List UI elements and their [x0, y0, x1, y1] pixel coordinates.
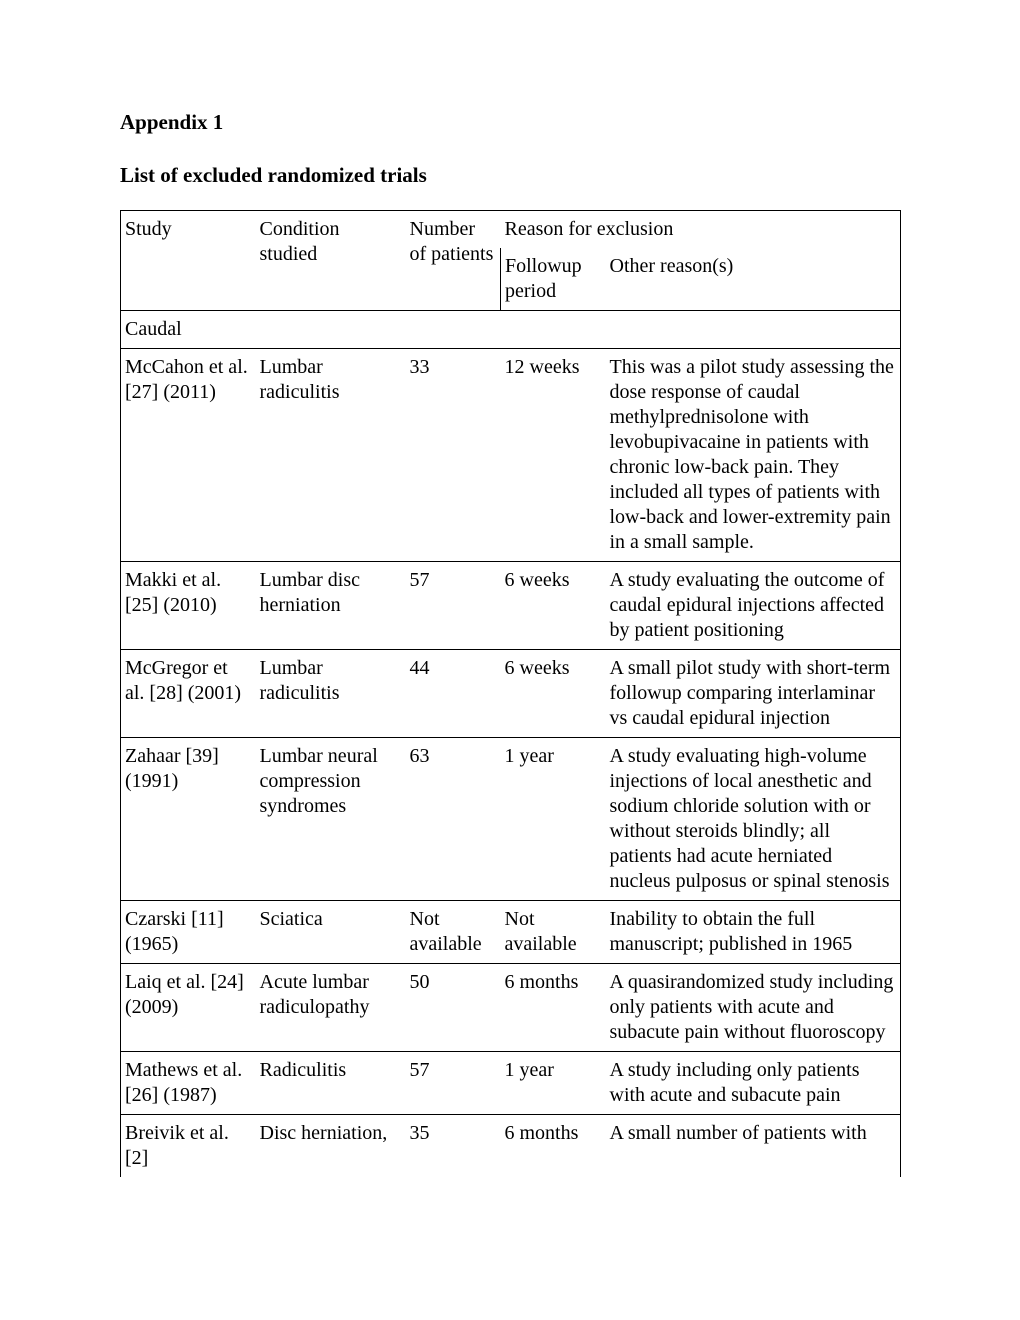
table-row: Czarski [11] (1965) Sciatica Not availab…: [121, 901, 901, 964]
cell-condition: Sciatica: [256, 901, 406, 964]
cell-condition: Radiculitis: [256, 1052, 406, 1115]
cell-study: McGregor et al. [28] (2001): [121, 650, 256, 738]
table-row: Breivik et al. [2] Disc herniation, 35 6…: [121, 1115, 901, 1178]
appendix-heading: Appendix 1: [120, 110, 900, 135]
list-subheading: List of excluded randomized trials: [120, 163, 900, 188]
table-header-row-1: Study Condition studied Number of patien…: [121, 211, 901, 249]
col-condition: Condition studied: [256, 211, 406, 311]
table-row: McGregor et al. [28] (2001) Lumbar radic…: [121, 650, 901, 738]
empty-cell: [606, 311, 901, 349]
col-study: Study: [121, 211, 256, 311]
cell-other: This was a pilot study assessing the dos…: [606, 349, 901, 562]
cell-patients: 57: [406, 1052, 501, 1115]
cell-followup: 1 year: [501, 738, 606, 901]
section-row: Caudal: [121, 311, 901, 349]
table-row: Mathews et al. [26] (1987) Radiculitis 5…: [121, 1052, 901, 1115]
table-row: Laiq et al. [24] (2009) Acute lumbar rad…: [121, 964, 901, 1052]
cell-study: Breivik et al. [2]: [121, 1115, 256, 1178]
col-followup: Followup period: [501, 248, 606, 311]
col-other: Other reason(s): [606, 248, 901, 311]
empty-cell: [406, 311, 501, 349]
cell-condition: Disc herniation,: [256, 1115, 406, 1178]
cell-patients: 33: [406, 349, 501, 562]
cell-followup: 6 weeks: [501, 650, 606, 738]
cell-other: A quasirandomized study including only p…: [606, 964, 901, 1052]
cell-study: Czarski [11] (1965): [121, 901, 256, 964]
cell-condition: Lumbar disc herniation: [256, 562, 406, 650]
cell-study: Zahaar [39] (1991): [121, 738, 256, 901]
cell-condition: Lumbar neural compression syndromes: [256, 738, 406, 901]
cell-study: Makki et al. [25] (2010): [121, 562, 256, 650]
cell-patients: 63: [406, 738, 501, 901]
cell-other: A study evaluating the outcome of caudal…: [606, 562, 901, 650]
section-label: Caudal: [121, 311, 256, 349]
empty-cell: [256, 311, 406, 349]
cell-condition: Lumbar radiculitis: [256, 650, 406, 738]
cell-patients: 35: [406, 1115, 501, 1178]
cell-other: A study evaluating high-volume injection…: [606, 738, 901, 901]
table-row: McCahon et al. [27] (2011) Lumbar radicu…: [121, 349, 901, 562]
cell-patients: Not available: [406, 901, 501, 964]
cell-followup: 6 weeks: [501, 562, 606, 650]
cell-study: McCahon et al. [27] (2011): [121, 349, 256, 562]
cell-other: A study including only patients with acu…: [606, 1052, 901, 1115]
table-row: Makki et al. [25] (2010) Lumbar disc her…: [121, 562, 901, 650]
cell-patients: 57: [406, 562, 501, 650]
excluded-trials-table: Study Condition studied Number of patien…: [120, 210, 901, 1177]
col-patients: Number of patients: [406, 211, 501, 311]
cell-condition: Acute lumbar radiculopathy: [256, 964, 406, 1052]
cell-other: Inability to obtain the full manuscript;…: [606, 901, 901, 964]
cell-study: Mathews et al. [26] (1987): [121, 1052, 256, 1115]
page: Appendix 1 List of excluded randomized t…: [0, 0, 1020, 1320]
table-row: Zahaar [39] (1991) Lumbar neural compres…: [121, 738, 901, 901]
cell-other: A small pilot study with short-term foll…: [606, 650, 901, 738]
cell-followup: 12 weeks: [501, 349, 606, 562]
cell-followup: 6 months: [501, 964, 606, 1052]
empty-cell: [501, 311, 606, 349]
cell-followup: Not available: [501, 901, 606, 964]
cell-patients: 44: [406, 650, 501, 738]
cell-patients: 50: [406, 964, 501, 1052]
cell-study: Laiq et al. [24] (2009): [121, 964, 256, 1052]
cell-other: A small number of patients with: [606, 1115, 901, 1178]
cell-followup: 6 months: [501, 1115, 606, 1178]
cell-followup: 1 year: [501, 1052, 606, 1115]
cell-condition: Lumbar radiculitis: [256, 349, 406, 562]
col-reason: Reason for exclusion: [501, 211, 901, 249]
